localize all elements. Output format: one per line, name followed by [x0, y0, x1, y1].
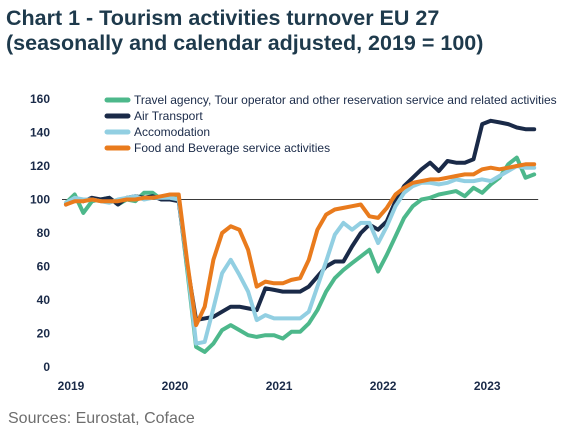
y-tick-label: 40	[37, 293, 51, 307]
y-tick-label: 0	[43, 360, 50, 374]
legend: Travel agency, Tour operator and other r…	[104, 93, 557, 155]
legend-item-food-beverage: Food and Beverage service activities	[104, 141, 330, 155]
series-line-accomodation	[64, 164, 537, 346]
y-tick-label: 140	[30, 126, 50, 140]
series-lines	[64, 118, 537, 354]
x-tick-label: 2020	[162, 379, 189, 393]
y-tick-label: 60	[37, 260, 51, 274]
y-axis-tick-labels: 0 20 40 60 80 100 120 140 160	[30, 92, 50, 374]
y-tick-label: 80	[37, 226, 51, 240]
y-tick-label: 120	[30, 159, 50, 173]
chart-subtitle: (seasonally and calendar adjusted, 2019 …	[6, 31, 484, 55]
x-tick-label: 2023	[474, 379, 501, 393]
chart-title: Chart 1 - Tourism activities turnover EU…	[6, 6, 440, 30]
legend-label-air-transport: Air Transport	[134, 109, 203, 123]
y-tick-label: 160	[30, 92, 50, 106]
legend-item-air-transport: Air Transport	[104, 109, 203, 123]
series-line-travel-agency	[64, 155, 537, 354]
legend-label-food-beverage: Food and Beverage service activities	[134, 141, 330, 155]
legend-label-accomodation: Accomodation	[134, 125, 210, 139]
legend-label-travel-agency: Travel agency, Tour operator and other r…	[134, 93, 557, 107]
x-tick-label: 2021	[266, 379, 293, 393]
x-tick-label: 2022	[370, 379, 397, 393]
y-tick-label: 20	[37, 327, 51, 341]
x-axis-tick-labels: 2019 2020 2021 2022 2023	[58, 379, 501, 393]
x-tick-label: 2019	[58, 379, 85, 393]
legend-item-accomodation: Accomodation	[104, 125, 210, 139]
series-line-food-beverage	[64, 162, 537, 328]
source-note: Sources: Eurostat, Coface	[8, 410, 195, 427]
legend-item-travel-agency: Travel agency, Tour operator and other r…	[104, 93, 557, 107]
y-tick-label: 100	[30, 193, 50, 207]
